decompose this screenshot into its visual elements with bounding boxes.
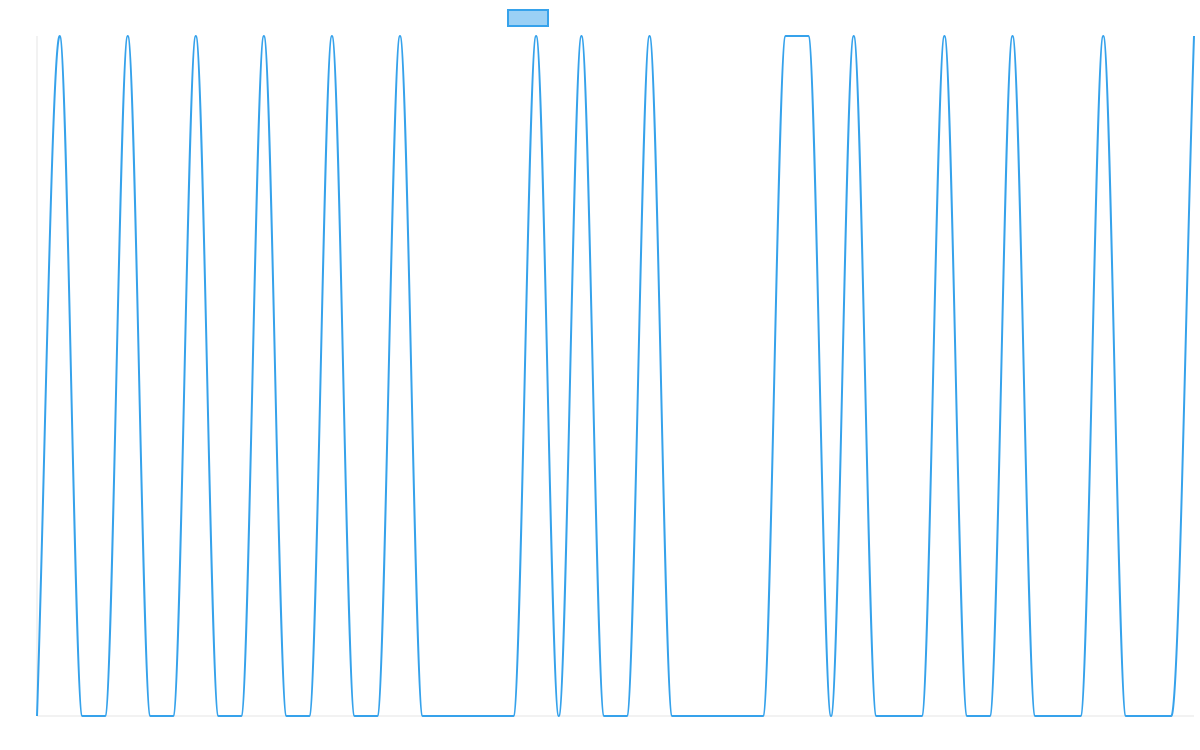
legend[interactable] [507, 9, 549, 27]
data-point[interactable] [441, 712, 449, 720]
data-point[interactable] [1031, 712, 1039, 720]
data-point[interactable] [260, 32, 268, 40]
data-point[interactable] [192, 32, 200, 40]
data-point[interactable] [509, 712, 517, 720]
data-point[interactable] [827, 712, 835, 720]
data-point[interactable] [1099, 32, 1107, 40]
data-point[interactable] [895, 712, 903, 720]
data-point[interactable] [646, 32, 654, 40]
data-point[interactable] [419, 712, 427, 720]
data-point[interactable] [600, 712, 608, 720]
data-point[interactable] [214, 712, 222, 720]
data-point[interactable] [124, 32, 132, 40]
data-point[interactable] [351, 712, 359, 720]
data-point[interactable] [668, 712, 676, 720]
data-point[interactable] [759, 712, 767, 720]
data-point[interactable] [623, 712, 631, 720]
data-point[interactable] [691, 712, 699, 720]
data-point[interactable] [237, 712, 245, 720]
data-point[interactable] [782, 32, 790, 40]
data-point[interactable] [918, 712, 926, 720]
data-point[interactable] [487, 712, 495, 720]
data-point[interactable] [1054, 712, 1062, 720]
data-point[interactable] [804, 32, 812, 40]
data-point[interactable] [146, 712, 154, 720]
data-point[interactable] [373, 712, 381, 720]
data-point[interactable] [78, 712, 86, 720]
data-point[interactable] [940, 32, 948, 40]
data-point[interactable] [464, 712, 472, 720]
data-point[interactable] [872, 712, 880, 720]
series-layer [36, 35, 1195, 717]
data-point[interactable] [1145, 712, 1153, 720]
data-point[interactable] [577, 32, 585, 40]
data-point[interactable] [283, 712, 291, 720]
data-point[interactable] [1077, 712, 1085, 720]
data-point[interactable] [101, 712, 109, 720]
data-point[interactable] [555, 712, 563, 720]
data-point[interactable] [850, 32, 858, 40]
axes [36, 36, 1194, 717]
data-point[interactable] [1167, 712, 1175, 720]
data-point[interactable] [1190, 32, 1198, 40]
data-point[interactable] [305, 712, 313, 720]
data-point[interactable] [1122, 712, 1130, 720]
data-point[interactable] [714, 712, 722, 720]
series-line-0 [36, 35, 1195, 717]
data-point[interactable] [736, 712, 744, 720]
data-point[interactable] [328, 32, 336, 40]
legend-swatch[interactable] [507, 9, 549, 27]
data-point[interactable] [56, 32, 64, 40]
legend-item[interactable] [507, 9, 549, 27]
data-point[interactable] [1009, 32, 1017, 40]
data-point[interactable] [169, 712, 177, 720]
data-point[interactable] [986, 712, 994, 720]
data-point[interactable] [532, 32, 540, 40]
data-point[interactable] [396, 32, 404, 40]
data-point[interactable] [33, 712, 41, 720]
data-point[interactable] [963, 712, 971, 720]
